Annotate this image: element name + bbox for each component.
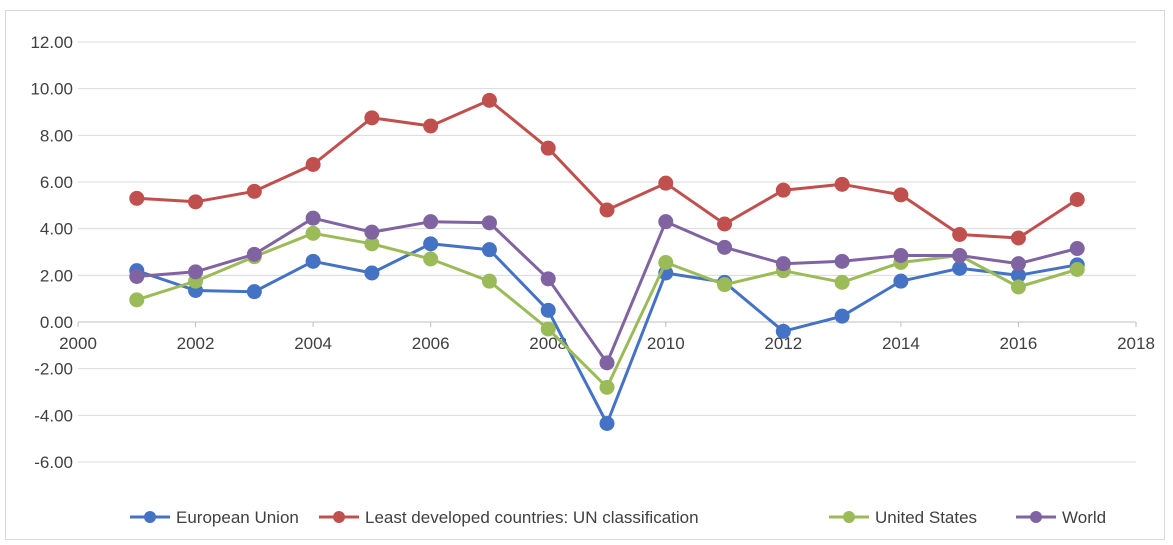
data-point (658, 175, 674, 191)
data-point (540, 140, 556, 156)
legend-marker (144, 511, 156, 523)
data-point (129, 292, 145, 308)
data-point (423, 236, 439, 252)
data-point (599, 202, 615, 218)
data-point (540, 321, 556, 337)
data-point (775, 323, 791, 339)
data-point (599, 355, 615, 371)
data-point (246, 183, 262, 199)
legend-label: Least developed countries: UN classifica… (365, 508, 699, 527)
legend-label: European Union (176, 508, 299, 527)
data-point (305, 210, 321, 226)
y-tick-label: 8.00 (40, 126, 73, 145)
data-point (188, 264, 204, 280)
legend-item: World (1016, 508, 1106, 527)
data-point (188, 194, 204, 210)
legend-label: World (1062, 508, 1106, 527)
y-tick-label: 0.00 (40, 313, 73, 332)
legend-item: European Union (130, 508, 299, 527)
data-point (1069, 262, 1085, 277)
data-point (599, 416, 615, 431)
data-point (834, 308, 850, 324)
y-tick-label: 12.00 (30, 33, 73, 52)
series-0 (129, 236, 1085, 431)
x-tick-label: 2016 (1000, 334, 1038, 353)
x-tick-label: 2004 (294, 334, 332, 353)
y-tick-label: -4.00 (34, 406, 73, 425)
data-point (834, 274, 850, 290)
y-tick-label: 2.00 (40, 266, 73, 285)
data-point (658, 214, 674, 230)
data-point (599, 379, 615, 395)
chart-frame: 12.00 10.00 8.00 6.00 4.00 2.00 0.00 -2.00 -4.00… (5, 10, 1165, 540)
data-point (1010, 230, 1026, 246)
data-point (481, 242, 497, 258)
y-tick-label: 10.00 (30, 80, 73, 99)
data-point (364, 110, 380, 126)
data-point (775, 256, 791, 272)
data-point (658, 255, 674, 270)
data-point (893, 273, 909, 289)
y-tick-label: -6.00 (34, 453, 73, 472)
data-point (834, 253, 850, 269)
series-line (136, 216, 1078, 365)
axes: 12.00 10.00 8.00 6.00 4.00 2.00 0.00 -2.00 -4.00… (30, 33, 1154, 472)
data-point (481, 92, 497, 108)
legend-marker (333, 511, 345, 523)
data-point (775, 182, 791, 198)
legend-label: United States (875, 508, 977, 527)
data-point (893, 248, 909, 263)
series-1 (129, 92, 1085, 246)
y-tick-label: -2.00 (34, 360, 73, 379)
data-point (423, 214, 439, 230)
series-3 (129, 210, 1085, 371)
x-tick-label: 2000 (59, 334, 97, 353)
data-point (364, 265, 380, 281)
data-point (305, 253, 321, 269)
data-point (246, 246, 262, 262)
data-point (481, 215, 497, 231)
data-point (481, 273, 497, 289)
data-point (1010, 279, 1026, 295)
data-point (246, 284, 262, 300)
data-point (129, 190, 145, 206)
gridlines (78, 41, 1136, 463)
legend-marker (1030, 511, 1042, 523)
data-point (129, 269, 145, 284)
data-point (834, 176, 850, 192)
x-tick-label: 2006 (412, 334, 450, 353)
data-point (717, 239, 733, 255)
y-tick-label: 4.00 (40, 220, 73, 239)
x-tick-label: 2018 (1117, 334, 1155, 353)
data-point (423, 118, 439, 134)
y-tick-label: 6.00 (40, 173, 73, 192)
data-point (952, 227, 968, 242)
x-tick-label: 2002 (177, 334, 215, 353)
legend-item: United States (829, 508, 977, 527)
x-tick-label: 2012 (764, 334, 802, 353)
line-chart: 12.00 10.00 8.00 6.00 4.00 2.00 0.00 -2.00 -4.00… (30, 33, 1154, 527)
data-point (952, 260, 968, 276)
data-point (540, 271, 556, 287)
data-point (305, 157, 321, 172)
data-point (305, 225, 321, 241)
legend-item: Least developed countries: UN classifica… (319, 508, 699, 527)
series-group (129, 92, 1085, 431)
legend-marker (843, 511, 855, 523)
data-point (364, 224, 380, 240)
data-point (1010, 256, 1026, 272)
data-point (423, 251, 439, 267)
data-point (952, 248, 968, 263)
data-point (717, 277, 733, 293)
legend: European Union Least developed countries:… (130, 508, 1106, 527)
x-tick-label: 2014 (882, 334, 920, 353)
x-tick-label: 2010 (647, 334, 685, 353)
series-line (136, 242, 1078, 425)
data-point (1069, 241, 1085, 256)
data-point (1069, 192, 1085, 207)
data-point (717, 216, 733, 232)
data-point (893, 187, 909, 203)
data-point (540, 302, 556, 318)
